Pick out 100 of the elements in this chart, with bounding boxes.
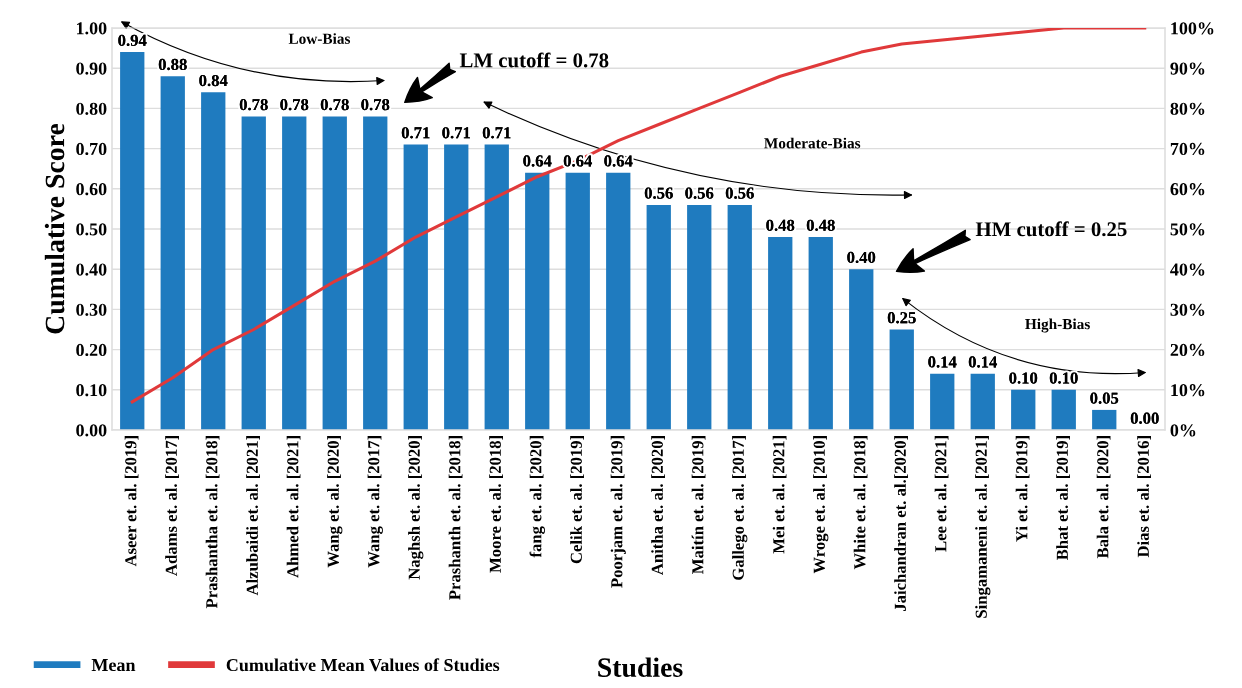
y2-tick-label: 10% — [1171, 384, 1205, 397]
x-tick-label: Wroge et. al. [2010] — [813, 436, 829, 574]
annotation: HM cutoff = 0.25 — [975, 221, 1127, 237]
data-label: 0.56 — [685, 187, 714, 199]
data-label: 0.40 — [847, 251, 876, 264]
data-label: 0.00 — [1130, 412, 1159, 424]
bar — [889, 329, 914, 430]
y-tick-label: 0.20 — [76, 343, 107, 357]
x-tick-label: Celik et. al. [2019] — [570, 436, 584, 564]
bar — [403, 144, 428, 430]
x-tick-label: White et. al. [2018] — [853, 436, 868, 570]
bar — [1011, 389, 1036, 430]
y-tick-label: 1.00 — [76, 22, 107, 35]
data-label: 0.48 — [766, 219, 795, 231]
annotation: Low-Bias — [288, 33, 351, 44]
y-tick-label: 0.80 — [76, 102, 107, 115]
bar — [1051, 389, 1076, 430]
x-tick-label: Naghsh et. al. [2020] — [408, 436, 424, 580]
y2-tick-label: 90% — [1170, 62, 1205, 75]
data-label: 0.64 — [604, 155, 633, 167]
x-tick-label: Prashanth et. al. [2018] — [448, 436, 463, 600]
x-tick-label: Aseer et. al. [2019] — [124, 436, 139, 567]
y-tick-label: 0.40 — [76, 263, 107, 276]
annotation: LM cutoff = 0.78 — [459, 52, 609, 68]
x-axis-title: Studies — [598, 657, 683, 678]
bar — [241, 116, 266, 430]
y2-tick-label: 100% — [1171, 22, 1214, 35]
bar — [160, 76, 185, 430]
data-label: 0.64 — [523, 155, 552, 167]
bar — [768, 237, 793, 430]
bar — [727, 204, 752, 430]
y-tick-label: 0.10 — [76, 384, 107, 397]
bar — [282, 116, 307, 430]
bar — [849, 269, 874, 430]
bar — [444, 144, 469, 430]
bar — [970, 373, 995, 430]
bar — [687, 204, 712, 430]
bar — [606, 172, 631, 430]
y2-tick-label: 80% — [1170, 102, 1205, 115]
data-label: 0.78 — [361, 99, 390, 111]
y-tick-label: 0.90 — [76, 62, 107, 75]
legend-label: Cumulative Mean Values of Studies — [226, 658, 500, 672]
data-label: 0.14 — [968, 356, 998, 368]
bar — [363, 116, 388, 430]
y2-tick-label: 30% — [1170, 303, 1205, 316]
y-axis-title: Cumulative Score — [44, 123, 65, 334]
bar — [322, 116, 347, 430]
bar — [120, 52, 145, 430]
x-tick-label: Poorjam et. al. [2019] — [610, 436, 626, 588]
x-tick-label: Jaichandran et. al.[2020] — [894, 436, 908, 611]
data-label: 0.56 — [725, 187, 754, 199]
bar — [646, 204, 671, 430]
x-tick-label: Wang et. al. [2017] — [367, 436, 383, 568]
bar — [484, 144, 509, 430]
bar — [201, 92, 226, 430]
x-tick-label: Adams et. al. [2017] — [165, 436, 179, 576]
data-label: 0.05 — [1090, 392, 1119, 404]
x-tick-label: Wang et. al. [2020] — [327, 436, 343, 568]
bar — [525, 172, 550, 430]
x-tick-label: Bala et. al. [2020] — [1096, 436, 1111, 559]
x-tick-label: Gallego et. al. [2017] — [732, 436, 748, 580]
data-label: 0.78 — [280, 99, 309, 111]
y2-tick-label: 20% — [1170, 343, 1205, 357]
y2-tick-label: 70% — [1170, 142, 1205, 156]
x-tick-label: Alzubaidi et. al. [2021] — [246, 436, 260, 596]
y-tick-label: 0.30 — [76, 303, 107, 316]
x-tick-label: Bhat et. al. [2019] — [1056, 436, 1070, 561]
x-tick-label: Singamaneni et. al. [2021] — [975, 436, 991, 618]
x-tick-label: Dias et. al. [2016] — [1137, 436, 1151, 558]
x-tick-label: Anitha et. al. [2020] — [651, 436, 665, 575]
bar — [930, 373, 955, 430]
x-tick-label: Yi et. al. [2019] — [1015, 436, 1030, 542]
data-label: 0.10 — [1049, 372, 1078, 384]
x-tick-label: Mei et. al. [2021] — [772, 436, 787, 554]
data-label: 0.71 — [442, 127, 470, 139]
data-label: 0.88 — [158, 58, 187, 71]
data-label: 0.25 — [887, 312, 916, 324]
y-tick-label: 0.70 — [76, 142, 107, 156]
data-label: 0.10 — [1009, 372, 1038, 384]
y2-tick-label: 60% — [1170, 183, 1205, 196]
y2-tick-label: 0% — [1170, 424, 1196, 437]
x-tick-label: Lee et. al. [2021] — [934, 436, 949, 552]
data-label: 0.71 — [401, 127, 430, 139]
data-label: 0.56 — [644, 187, 673, 199]
y2-tick-label: 40% — [1170, 263, 1205, 276]
x-tick-label: fang et. al. [2020] — [529, 436, 545, 558]
data-label: 0.71 — [482, 127, 511, 139]
data-label: 0.78 — [239, 99, 268, 111]
y-tick-label: 0.60 — [76, 183, 107, 196]
y-tick-label: 0.50 — [76, 223, 107, 236]
data-label: 0.78 — [320, 99, 349, 111]
annotation: High-Bias — [1025, 318, 1090, 333]
data-label: 0.84 — [199, 74, 228, 87]
y-tick-label: 0.00 — [76, 424, 107, 437]
annotation: Moderate-Bias — [764, 137, 861, 149]
data-label: 0.48 — [806, 219, 835, 231]
legend-label: Mean — [91, 659, 136, 672]
data-label: 0.94 — [118, 34, 147, 47]
data-label: 0.14 — [928, 356, 957, 368]
x-tick-label: Maitín et. al. [2019] — [691, 436, 706, 574]
